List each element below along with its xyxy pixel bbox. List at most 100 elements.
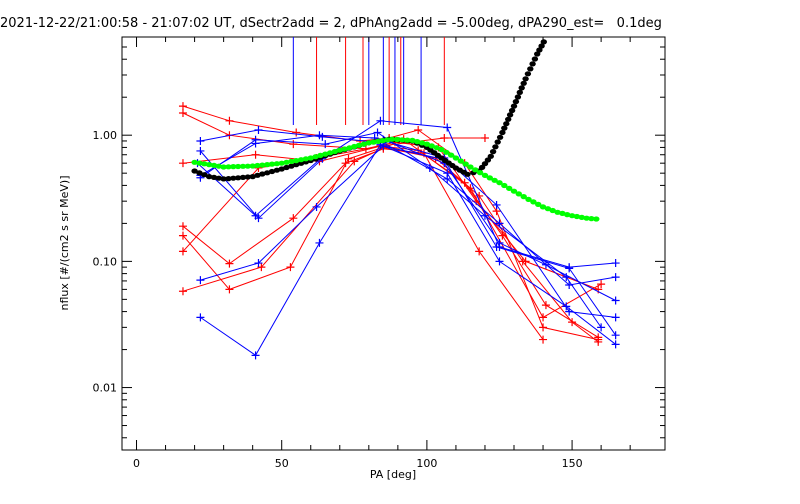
fit-curve (191, 136, 600, 222)
fit-point (254, 162, 261, 169)
x-axis-title: PA [deg] (370, 468, 416, 481)
data-point (376, 116, 385, 125)
fit-point (288, 163, 295, 169)
data-point (611, 259, 620, 268)
series-line (197, 139, 616, 301)
fit-point (234, 175, 242, 181)
fit-point (514, 94, 522, 100)
data-point (594, 337, 603, 346)
data-point (196, 313, 205, 322)
data-point (414, 125, 423, 134)
fit-point (220, 164, 227, 170)
fit-point (499, 129, 506, 136)
fit-point (297, 157, 305, 163)
data-point (178, 287, 187, 296)
data-point (492, 242, 501, 251)
data-point (466, 184, 475, 193)
series-line (200, 144, 616, 357)
fit-point (505, 116, 512, 122)
series-line (200, 129, 616, 286)
fit-point (351, 143, 358, 150)
fit-point (515, 191, 522, 197)
data-point (495, 238, 504, 247)
fit-point (530, 199, 537, 205)
fit-point (522, 76, 529, 82)
fit-point (259, 162, 266, 168)
fit-point (205, 174, 213, 180)
fit-point (472, 167, 479, 173)
fit-point (496, 134, 504, 140)
fit-point (409, 137, 416, 143)
fit-point (283, 159, 290, 165)
data-point (286, 263, 295, 272)
data-point (539, 335, 548, 344)
fit-point (302, 156, 310, 162)
fit-point (428, 143, 435, 149)
data-point (251, 135, 260, 144)
marks-layer (178, 37, 620, 360)
fit-point (506, 185, 513, 191)
series-line (200, 145, 617, 336)
fit-point (447, 152, 455, 158)
fit-point (540, 39, 547, 45)
data-point (225, 259, 234, 268)
fit-point (414, 139, 421, 145)
data-point (611, 340, 620, 349)
fit-point (452, 155, 460, 161)
fit-point (481, 172, 489, 178)
fit-point (288, 158, 295, 164)
fit-point (336, 147, 343, 153)
fit-point (534, 51, 541, 57)
fit-point (489, 149, 497, 155)
fit-point (503, 121, 510, 127)
chart-title: 2021-12-22/21:00:58 - 21:07:02 UT, dSect… (0, 16, 662, 31)
fit-point (433, 145, 440, 151)
x-tick-label: 50 (275, 457, 289, 470)
data-point (611, 331, 620, 340)
fit-point (516, 89, 523, 95)
data-point (251, 211, 260, 220)
plot-frame (121, 36, 666, 451)
data-point (495, 257, 504, 266)
data-point (292, 128, 301, 137)
fit-point (264, 170, 271, 176)
fit-point (322, 151, 329, 157)
fit-point (510, 188, 518, 194)
data-point (196, 136, 205, 145)
fit-point (487, 153, 494, 159)
fit-point (491, 177, 498, 183)
data-point (480, 134, 489, 143)
fit-point (215, 175, 222, 181)
fit-point (225, 176, 232, 182)
fit-point (268, 161, 276, 167)
fit-point (554, 209, 561, 215)
series-line (182, 105, 599, 341)
fit-point (568, 213, 576, 219)
fit-point (220, 176, 227, 182)
fit-point (593, 216, 600, 222)
fit-point (249, 174, 256, 180)
fit-point (525, 196, 532, 202)
fit-point (399, 137, 406, 143)
data-point (568, 318, 577, 327)
fit-point (438, 146, 445, 153)
y-tick-label: 1.00 (93, 129, 118, 142)
data-point (475, 191, 484, 200)
fit-point (230, 164, 237, 170)
data-point (289, 214, 298, 223)
data-point (289, 140, 298, 149)
data-point (315, 238, 324, 247)
fit-point (210, 174, 218, 180)
series-line (200, 131, 602, 328)
fit-point (283, 164, 290, 171)
fit-point (535, 201, 542, 207)
fit-point (317, 152, 324, 158)
fit-point (404, 137, 411, 143)
fit-point (341, 146, 348, 152)
data-point (178, 222, 187, 231)
fit-point (268, 168, 276, 175)
fit-point (486, 175, 493, 181)
fit-point (520, 80, 527, 86)
fit-point (244, 163, 251, 169)
